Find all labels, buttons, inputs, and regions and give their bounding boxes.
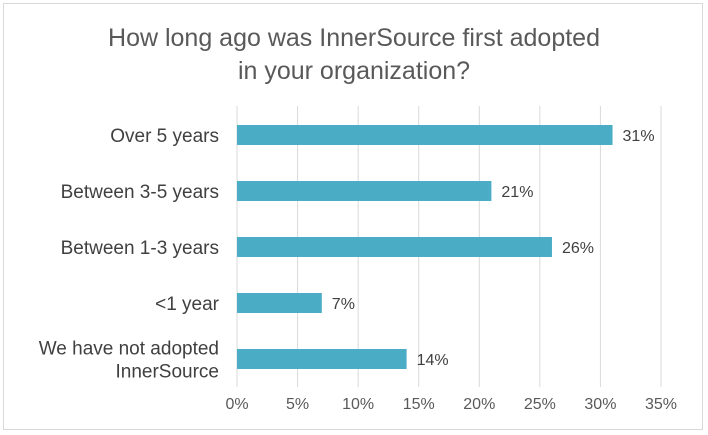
x-tick-label: 10% (342, 396, 374, 413)
category-label: We have not adopted (39, 339, 219, 360)
chart-title-line: How long ago was InnerSource first adopt… (108, 24, 600, 52)
x-tick-label: 15% (403, 396, 435, 413)
bars (237, 125, 613, 369)
x-tick-label: 30% (584, 396, 616, 413)
category-label: <1 year (155, 294, 220, 315)
x-axis-tick-labels: 0% 5% 10% 15% 20% 25% 30% 35% (225, 396, 677, 413)
category-labels: Over 5 years Between 3-5 years Between 1-3… (39, 126, 220, 383)
x-tick-label: 35% (645, 396, 677, 413)
data-label: 7% (332, 296, 355, 313)
x-tick-label: 5% (286, 396, 309, 413)
data-label: 21% (501, 184, 533, 201)
bar (237, 125, 613, 145)
data-label: 14% (417, 352, 449, 369)
data-label: 26% (562, 240, 594, 257)
category-label: Over 5 years (110, 126, 219, 147)
data-label: 31% (623, 128, 655, 145)
category-label: InnerSource (115, 362, 219, 383)
bar (237, 237, 552, 257)
category-label: Between 3-5 years (61, 182, 219, 203)
x-tick-label: 20% (463, 396, 495, 413)
bar (237, 181, 492, 201)
x-tick-label: 0% (225, 396, 248, 413)
bar (237, 349, 407, 369)
bar (237, 293, 322, 313)
data-labels: 31% 21% 26% 7% 14% (332, 128, 655, 369)
x-tick-label: 25% (524, 396, 556, 413)
category-label: Between 1-3 years (61, 238, 219, 259)
chart-title: How long ago was InnerSource first adopt… (108, 24, 600, 85)
chart-title-line: in your organization? (238, 57, 470, 85)
